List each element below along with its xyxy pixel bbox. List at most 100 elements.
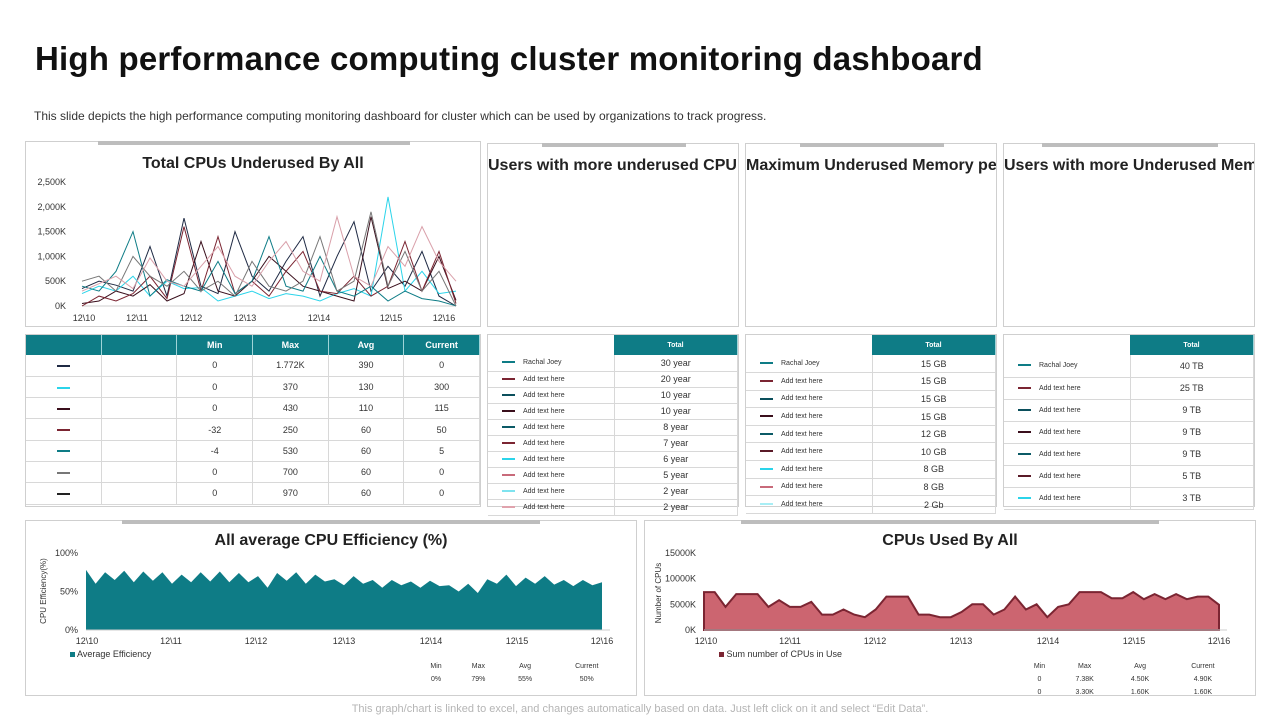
empty-cell [101,482,178,505]
cell-current: 115 [403,397,480,420]
stat-header: Current [1191,663,1215,670]
stat-value: 55% [518,676,533,683]
label-cell: Add text here [746,495,873,514]
y-tick-label: 5000K [670,599,696,609]
table-row: Rachal Joey 40 TB [1004,355,1254,378]
row-label: Add text here [1039,384,1081,392]
cell-max: 430 [252,397,329,420]
y-axis-label: CPU Efficiency(%) [39,558,48,624]
cell-avg: 60 [328,482,405,505]
label-cell: Add text here [488,499,615,516]
cell-avg: 130 [328,376,405,399]
cell-avg: 390 [328,355,405,377]
value-cell: 10 year [614,403,738,420]
series-line [81,226,457,307]
value-cell: 10 GB [872,442,996,462]
legend-cell [26,482,103,505]
page-subtitle: This slide depicts the high performance … [34,109,767,123]
x-tick-label: 12\13 [950,636,973,646]
cell-min: -4 [176,440,254,462]
area-series [86,569,602,630]
cpu-users-table: Total Rachal Joey 30 year Add text here 20 … [487,334,739,516]
chart-legend: Average Efficiency [70,649,151,659]
row-label: Add text here [1039,450,1081,458]
cell-current: 300 [403,376,480,399]
cpu-users-donut-panel: Users with more underused CPU.. 30Rachal… [487,143,739,327]
cell-current: 0 [403,355,480,377]
label-cell: Add text here [1004,421,1131,444]
label-cell: Add text here [488,371,615,388]
label-cell: Add text here [488,451,615,468]
y-tick-label: 2,500K [37,177,66,187]
cpu-stats-table: Min Max Avg Current 0 1.772K 390 0 0 370 130 30… [25,334,481,507]
label-cell: Add text here [488,419,615,436]
row-label: Add text here [781,448,823,456]
table-row: -4 530 60 5 [26,440,480,462]
value-cell: 8 GB [872,478,996,497]
table-row: Add text here 7 year [488,435,738,452]
stats-table: Min Max Avg Current 0 7.38K 4.50K 4.90K … [1021,659,1239,700]
row-label: Add text here [523,423,565,431]
table-row: Add text here 8 GB [746,478,996,497]
x-tick-label: 12\14 [1037,636,1060,646]
series-swatch [1018,364,1031,367]
x-tick-label: 12\13 [234,313,257,323]
col-header: Max [252,335,329,355]
x-tick-label: 12\10 [76,636,99,646]
value-cell: 2 Gb [872,495,996,514]
series-line [81,217,457,307]
stats-table: Min Max Avg Current 0% 79% 55% 50% [416,659,626,687]
label-cell: Rachal Joey [488,355,615,372]
cell-avg: 60 [328,440,405,462]
series-swatch [57,471,71,474]
cell-min: 0 [176,461,254,484]
value-cell: 15 GB [872,407,996,426]
table-row: Add text here 9 TB [1004,443,1254,466]
y-tick-label: 2,000K [37,202,66,212]
legend-cell [26,418,103,441]
table-row: Add text here 2 year [488,483,738,500]
chart-title: Maximum Underused Memory pe.. [746,157,996,174]
label-cell: Rachal Joey [746,355,873,374]
label-cell: Add text here [746,460,873,479]
table-row: Add text here 9 TB [1004,421,1254,444]
table-row: Add text here 2 Gb [746,495,996,514]
stat-header: Avg [1134,663,1147,670]
y-tick-label: 50% [60,587,78,597]
value-cell: 15 GB [872,355,996,374]
table-row: -32 250 60 50 [26,418,480,441]
row-label: Add text here [781,501,823,509]
x-tick-label: 12\16 [591,636,614,646]
line-chart: 0K 500K 1,000K 1,500K 2,000K 2,500K 12\10 12\11… [37,177,457,323]
col-header: Current [403,335,480,355]
cell-avg: 110 [328,397,405,420]
y-tick-label: 10000K [665,574,696,584]
series-swatch [760,415,773,418]
label-cell: Add text here [1004,465,1131,488]
row-label: Add text here [781,465,823,473]
series-swatch [502,409,515,412]
table-row: Add text here 15 GB [746,372,996,391]
table-row: 0 700 60 0 [26,461,480,484]
row-label: Add text here [523,439,565,447]
row-label: Add text here [523,487,565,495]
cell-max: 1.772K [252,355,329,377]
y-tick-label: 0K [55,301,66,311]
label-cell: Add text here [488,435,615,452]
x-tick-label: 12\11 [779,636,801,646]
x-tick-label: 12\12 [864,636,887,646]
series-swatch [760,468,773,471]
row-label: Add text here [523,503,565,511]
stat-value: 79% [471,676,486,683]
stat-value: 4.90K [1193,676,1213,683]
cell-min: 0 [176,355,254,377]
empty-cell [101,376,178,399]
table-row: Add text here 25 TB [1004,377,1254,400]
table-row: 0 970 60 0 [26,482,480,505]
cell-avg: 60 [328,461,405,484]
y-axis-label: Number of CPUs [654,563,663,623]
row-label: Add text here [523,391,565,399]
x-tick-label: 12\10 [695,636,718,646]
series-swatch [502,473,515,476]
